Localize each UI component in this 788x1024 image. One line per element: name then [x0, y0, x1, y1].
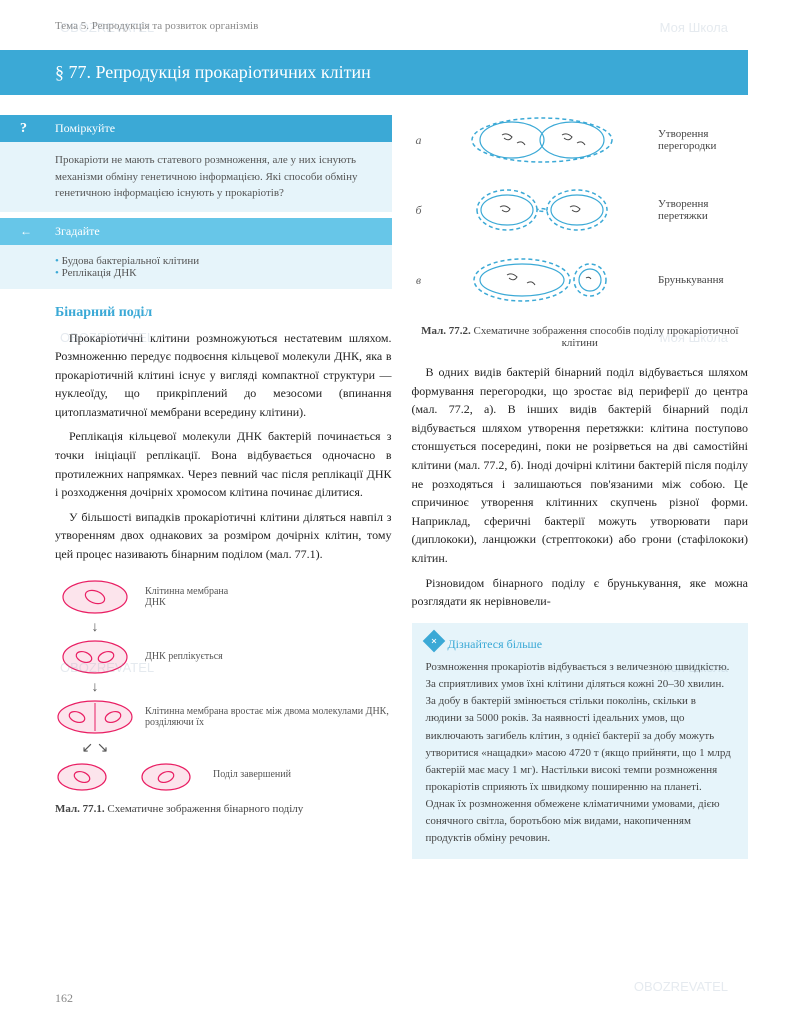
left-column: Поміркуйте Прокаріоти не мають статевого…	[55, 115, 392, 859]
label-grow: Клітинна мембрана вростає між двома моле…	[145, 706, 392, 728]
recall-box: Будова бактеріальної клітини Реплікація …	[0, 245, 392, 289]
cell-division-a-icon	[467, 115, 617, 165]
fig772-letter: б	[412, 203, 426, 218]
think-text: Прокаріоти не мають статевого розмноженн…	[55, 152, 380, 202]
learn-more-text: Розмноження прокаріотів відбувається з в…	[426, 659, 735, 847]
fig772-letter: а	[412, 133, 426, 148]
theme-header: Тема 5. Репродукція та розвиток організм…	[55, 20, 748, 32]
fig772-caption-text: Схематичне зображення способів поділу пр…	[471, 325, 739, 349]
label-replicate: ДНК реплікується	[145, 651, 392, 662]
cell-budding-icon	[462, 255, 622, 305]
label-dna: ДНК	[145, 597, 392, 608]
fig771-caption-text: Схематичне зображення бінарного поділу	[105, 803, 304, 815]
page-number: 162	[55, 991, 73, 1006]
paragraph: В одних видів бактерій бінарний поділ ві…	[412, 363, 749, 568]
paragraph: Різновидом бінарного поділу є брунькуван…	[412, 574, 749, 611]
paragraph: У більшості випадків прокаріотичні кліти…	[55, 508, 392, 564]
fig772-label: Утворення перетяжки	[658, 198, 748, 222]
arrow-down-icon: ↓	[55, 620, 135, 636]
fig772-letter: в	[412, 273, 426, 288]
paragraph: Реплікація кільцевої молекули ДНК бактер…	[55, 427, 392, 501]
think-box: Прокаріоти не мають статевого розмноженн…	[0, 142, 392, 212]
think-header: Поміркуйте	[0, 115, 392, 142]
cell-icon	[60, 638, 130, 676]
recall-header: Згадайте	[0, 218, 392, 245]
cell-division-b-icon	[462, 185, 622, 235]
cell-icon	[139, 761, 193, 793]
fig772-label: Брунькування	[658, 274, 748, 286]
cell-icon	[55, 761, 109, 793]
label-membrane: Клітинна мембрана	[145, 586, 392, 597]
paragraph: Прокаріотичні клітини розмножуються нест…	[55, 329, 392, 422]
figure-772: а Утворення перегородки	[412, 115, 749, 349]
watermark: OBOZREVATEL	[634, 979, 728, 994]
learn-more-box: Дізнайтеся більше Розмноження прокаріоті…	[412, 623, 749, 859]
recall-item: Будова бактеріальної клітини	[55, 255, 380, 267]
learn-more-header: Дізнайтеся більше	[426, 635, 735, 654]
figure-771: Клітинна мембрана ДНК ↓ ДНК реплікується	[55, 578, 392, 815]
fig771-caption-bold: Мал. 77.1.	[55, 803, 105, 815]
right-column: а Утворення перегородки	[412, 115, 749, 859]
subsection-heading: Бінарний поділ	[55, 305, 392, 321]
section-title: § 77. Репродукція прокаріотичних клітин	[0, 50, 748, 95]
label-done: Поділ завершений	[213, 769, 392, 780]
cell-icon	[60, 578, 130, 616]
arrow-down-icon: ↓	[55, 680, 135, 696]
recall-item: Реплікація ДНК	[55, 267, 380, 279]
fig772-label: Утворення перегородки	[658, 128, 748, 152]
fig772-caption-bold: Мал. 77.2.	[421, 325, 471, 337]
cell-icon	[55, 698, 135, 736]
